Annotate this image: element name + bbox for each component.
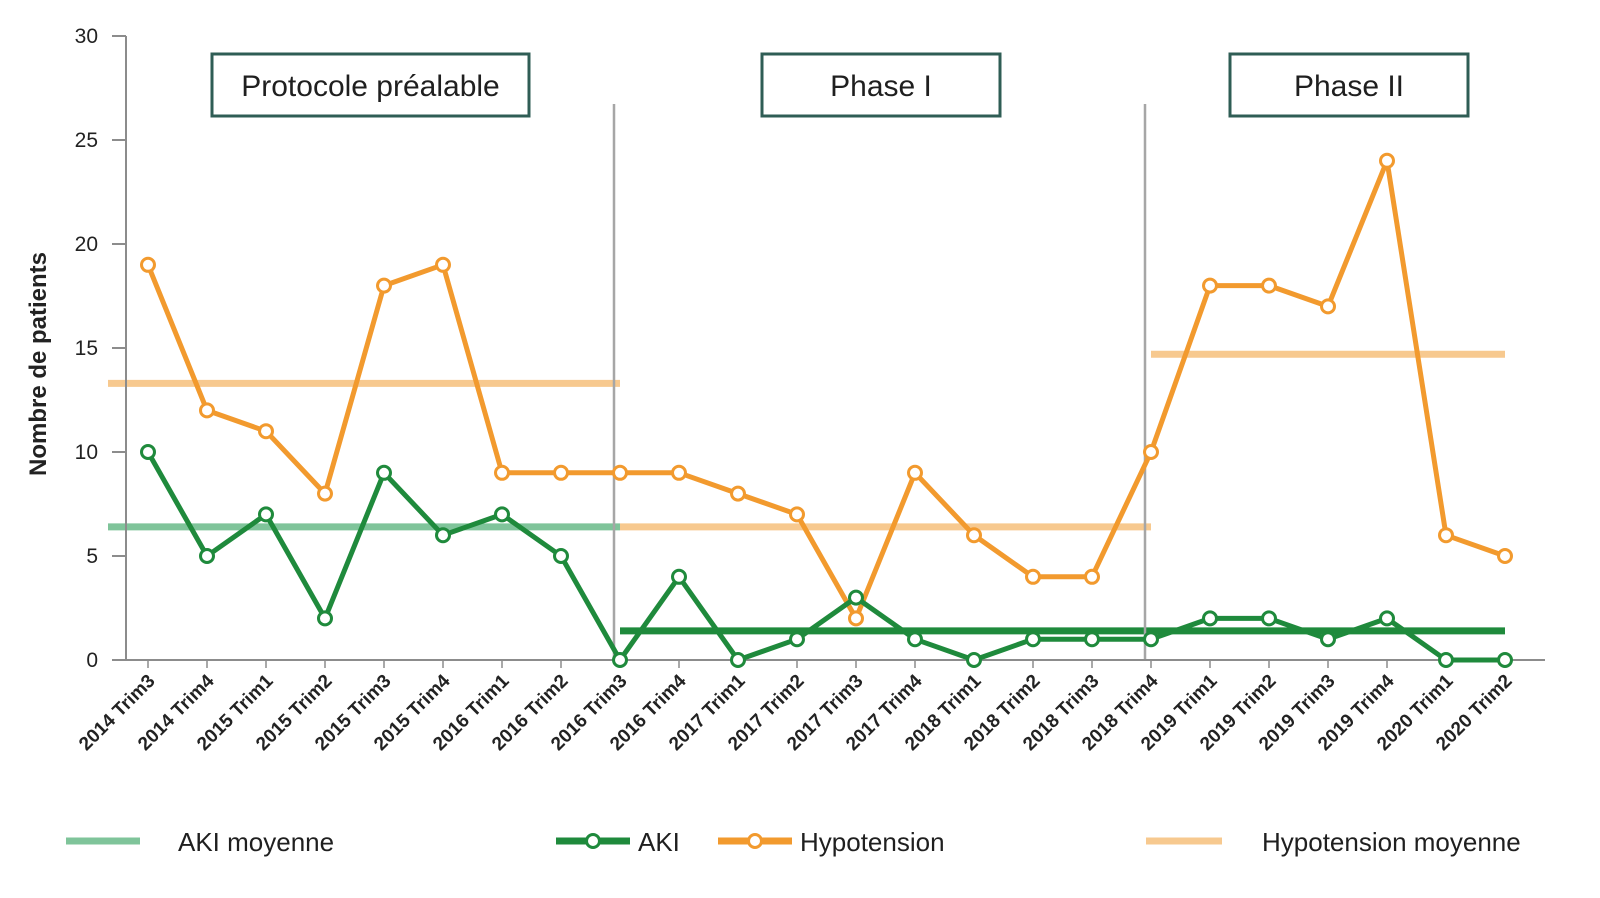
legend: AKI moyenne AKI Hypotension Hypotension moy… [66, 827, 1521, 857]
phase-label-1: Protocole préalable [241, 70, 500, 103]
phase-box-3 [1228, 52, 1470, 118]
point-hypotension-14 [966, 527, 982, 544]
point-aki-14 [966, 652, 982, 668]
point-aki-4 [376, 464, 392, 481]
y-tick-label-20: 20 [75, 233, 98, 256]
point-aki-8 [612, 652, 628, 668]
legend-label-hypotension: Hypotension [800, 827, 945, 857]
point-aki-3 [317, 610, 333, 627]
point-hypotension-21 [1379, 152, 1395, 169]
point-aki-11 [789, 631, 805, 648]
point-hypotension-10 [730, 485, 746, 502]
y-tick-label-25: 25 [75, 129, 98, 152]
point-hypotension-7 [553, 464, 569, 481]
point-hypotension-17 [1143, 444, 1159, 460]
legend-label-aki-moyenne: AKI moyenne [178, 827, 334, 857]
point-hypotension-20 [1320, 298, 1336, 315]
y-tick-label-15: 15 [75, 337, 98, 360]
phase-dividers [612, 104, 1147, 660]
point-hypotension-4 [376, 277, 392, 294]
point-aki-23 [1497, 652, 1513, 668]
point-aki-7 [553, 548, 569, 564]
point-aki-0 [140, 444, 156, 460]
point-hypotension-8 [612, 464, 628, 481]
point-aki-21 [1379, 610, 1395, 627]
point-hypotension-3 [317, 485, 333, 502]
phase-label-2: Phase I [830, 70, 932, 103]
legend-marker-hypotension [747, 833, 763, 849]
point-aki-16 [1084, 631, 1100, 648]
phase-box-1 [210, 52, 531, 118]
point-aki-19 [1261, 610, 1277, 627]
point-aki-5 [435, 527, 451, 544]
point-aki-20 [1320, 631, 1336, 648]
series-line-aki [145, 450, 1505, 663]
point-hypotension-12 [848, 610, 864, 627]
point-hypotension-1 [199, 402, 215, 419]
phase-box-2 [760, 52, 1002, 118]
point-hypotension-22 [1438, 527, 1454, 544]
point-hypotension-15 [1025, 568, 1041, 585]
point-hypotension-16 [1084, 568, 1100, 585]
point-hypotension-0 [140, 256, 156, 273]
point-aki-12 [848, 589, 864, 606]
data-series [140, 152, 1513, 668]
point-aki-1 [199, 548, 215, 564]
point-aki-2 [258, 506, 274, 523]
point-aki-6 [494, 506, 510, 523]
point-aki-15 [1025, 631, 1041, 648]
point-aki-10 [730, 652, 746, 668]
point-aki-9 [671, 568, 687, 585]
point-aki-18 [1202, 610, 1218, 627]
phase-labels: Protocole préalable Phase I Phase II [210, 52, 1470, 118]
series-line-hypotension [145, 158, 1506, 621]
y-tick-label-30: 30 [75, 25, 98, 48]
point-hypotension-2 [258, 423, 274, 440]
y-tick-label-5: 5 [86, 545, 98, 568]
legend-marker-aki [585, 833, 601, 849]
point-aki-13 [907, 631, 923, 648]
legend-label-hypotension-moyenne: Hypotension moyenne [1262, 827, 1521, 857]
point-hypotension-5 [435, 256, 451, 273]
point-hypotension-11 [789, 506, 805, 523]
point-hypotension-9 [671, 464, 687, 481]
y-axis-title: Nombre de patients [25, 252, 52, 476]
point-hypotension-19 [1261, 277, 1277, 294]
point-hypotension-6 [494, 464, 510, 481]
point-hypotension-23 [1497, 548, 1513, 564]
phase-label-3: Phase II [1294, 70, 1404, 103]
point-aki-22 [1438, 652, 1454, 668]
point-hypotension-18 [1202, 277, 1218, 294]
point-hypotension-13 [907, 464, 923, 481]
y-tick-label-0: 0 [86, 649, 98, 672]
y-tick-label-10: 10 [75, 441, 98, 464]
point-aki-17 [1143, 631, 1159, 648]
legend-label-aki: AKI [638, 827, 680, 857]
